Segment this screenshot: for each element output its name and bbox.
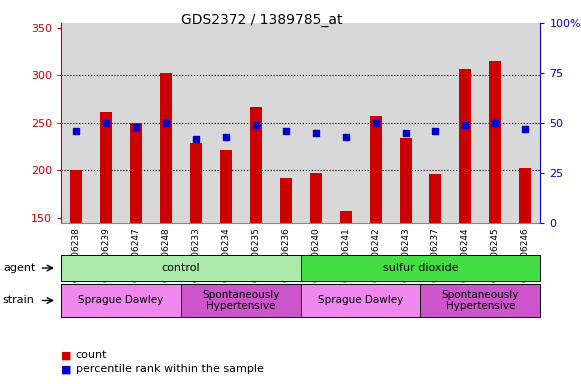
Bar — [519, 167, 532, 223]
Point — [221, 134, 231, 140]
Bar — [160, 73, 172, 223]
Text: agent: agent — [3, 263, 35, 273]
Point — [281, 128, 290, 134]
Bar — [70, 170, 82, 223]
Bar — [100, 113, 112, 223]
Bar — [190, 143, 202, 223]
Point — [251, 122, 260, 128]
Point — [311, 130, 320, 136]
Text: Spontaneously
Hypertensive: Spontaneously Hypertensive — [202, 290, 279, 311]
Bar — [220, 151, 232, 223]
Text: ■: ■ — [61, 364, 71, 374]
Text: sulfur dioxide: sulfur dioxide — [383, 263, 458, 273]
Point — [431, 128, 440, 134]
Text: Sprague Dawley: Sprague Dawley — [78, 295, 163, 306]
Text: Spontaneously
Hypertensive: Spontaneously Hypertensive — [442, 290, 519, 311]
Text: control: control — [162, 263, 200, 273]
Point — [131, 124, 141, 130]
Point — [191, 136, 200, 142]
Text: ■: ■ — [61, 350, 71, 360]
Bar — [340, 211, 352, 223]
Point — [371, 120, 380, 126]
Text: percentile rank within the sample: percentile rank within the sample — [76, 364, 263, 374]
Bar — [370, 116, 382, 223]
Bar — [250, 107, 261, 223]
Point — [491, 120, 500, 126]
Point — [401, 130, 410, 136]
Bar — [460, 69, 471, 223]
Point — [521, 126, 530, 132]
Point — [341, 134, 350, 140]
Bar — [489, 61, 501, 223]
Text: Sprague Dawley: Sprague Dawley — [318, 295, 403, 306]
Bar — [310, 173, 322, 223]
Point — [461, 122, 470, 128]
Point — [161, 120, 170, 126]
Bar — [279, 178, 292, 223]
Bar — [400, 138, 411, 223]
Bar — [429, 174, 442, 223]
Point — [71, 128, 81, 134]
Text: count: count — [76, 350, 107, 360]
Bar — [130, 123, 142, 223]
Text: GDS2372 / 1389785_at: GDS2372 / 1389785_at — [181, 13, 342, 27]
Text: strain: strain — [3, 295, 35, 306]
Point — [101, 120, 110, 126]
